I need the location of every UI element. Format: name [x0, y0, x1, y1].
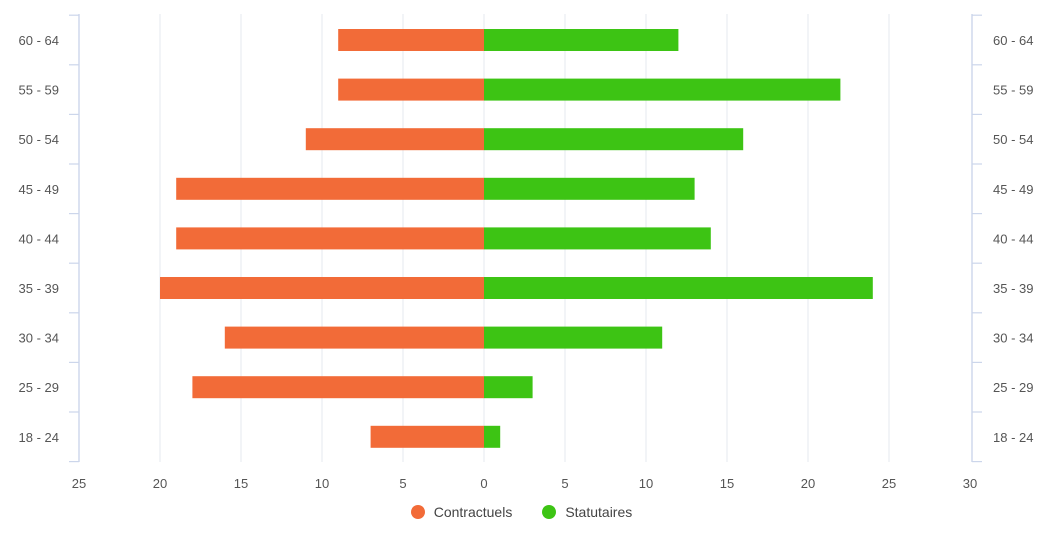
bar-statutaires	[484, 78, 841, 101]
bar-contractuels	[160, 277, 484, 299]
y-tick-label-left: 35 - 39	[19, 281, 59, 296]
legend-item-contractuels[interactable]: Contractuels	[410, 504, 513, 520]
bar-contractuels	[192, 376, 484, 399]
x-tick-label: 10	[639, 476, 653, 491]
legend-item-statutaires[interactable]: Statutaires	[542, 504, 632, 520]
legend-marker-statutaires	[542, 505, 557, 519]
x-tick-label: 30	[963, 476, 977, 491]
y-tick-label-left: 40 - 44	[19, 231, 59, 246]
y-axis-labels-right: 60 - 64 55 - 59 50 - 54 45 - 49 40 - 44 35 - …	[993, 33, 1033, 445]
bar-statutaires	[484, 29, 679, 51]
y-tick-label-left: 18 - 24	[19, 430, 59, 445]
x-tick-label: 25	[72, 476, 86, 491]
bar-statutaires	[484, 376, 533, 399]
x-tick-label: 15	[234, 476, 248, 491]
y-tick-label-right: 40 - 44	[993, 231, 1033, 246]
legend-marker-contractuels	[410, 505, 425, 519]
x-tick-label: 5	[399, 476, 406, 491]
legend-label-statutaires: Statutaires	[565, 504, 633, 520]
y-tick-label-left: 60 - 64	[19, 33, 59, 48]
y-tick-label-left: 50 - 54	[19, 132, 59, 147]
bar-statutaires	[484, 227, 711, 250]
legend-label-contractuels: Contractuels	[433, 504, 513, 520]
y-tick-label-right: 50 - 54	[993, 132, 1033, 147]
bar-statutaires	[484, 277, 873, 299]
y-tick-label-right: 35 - 39	[993, 281, 1033, 296]
y-tick-label-right: 60 - 64	[993, 33, 1033, 48]
y-tick-label-left: 30 - 34	[19, 331, 59, 346]
y-tick-label-right: 55 - 59	[993, 83, 1033, 98]
bar-statutaires	[484, 326, 663, 349]
bar-contractuels	[370, 425, 484, 448]
x-tick-label: 0	[480, 476, 487, 491]
bar-contractuels	[338, 29, 484, 51]
bar-contractuels	[305, 128, 484, 151]
x-tick-label: 20	[153, 476, 167, 491]
x-tick-label: 20	[801, 476, 815, 491]
bar-statutaires	[484, 128, 744, 151]
x-axis-labels: 25 20 15 10 5 0 5 10 15 20 25 30	[72, 476, 977, 491]
y-axis-labels-left: 60 - 64 55 - 59 50 - 54 45 - 49 40 - 44 35 - …	[19, 33, 59, 445]
y-tick-label-left: 25 - 29	[19, 380, 59, 395]
bar-statutaires	[484, 425, 501, 448]
x-tick-label: 10	[315, 476, 329, 491]
y-tick-label-right: 18 - 24	[993, 430, 1033, 445]
y-tick-label-right: 30 - 34	[993, 331, 1033, 346]
bar-contractuels	[338, 78, 484, 101]
y-tick-label-left: 55 - 59	[19, 83, 59, 98]
bar-contractuels	[176, 177, 484, 200]
bars	[160, 29, 873, 448]
y-tick-label-right: 45 - 49	[993, 182, 1033, 197]
bar-contractuels	[176, 227, 484, 250]
y-tick-label-left: 45 - 49	[19, 182, 59, 197]
x-tick-label: 15	[720, 476, 734, 491]
x-tick-label: 25	[882, 476, 896, 491]
legend: Contractuels Statutaires	[0, 504, 1043, 520]
bar-contractuels	[224, 326, 485, 349]
bar-statutaires	[484, 177, 695, 200]
y-tick-label-right: 25 - 29	[993, 380, 1033, 395]
x-tick-label: 5	[561, 476, 568, 491]
axes	[69, 14, 982, 463]
